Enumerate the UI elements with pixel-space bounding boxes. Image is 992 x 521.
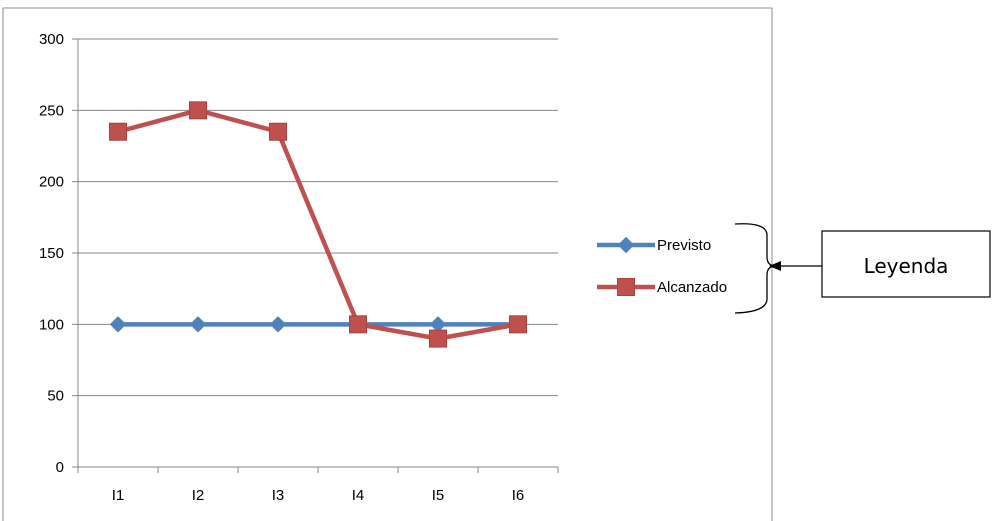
legend: Previsto Alcanzado (597, 236, 727, 296)
y-tick-label-100: 100 (39, 316, 64, 333)
point-alcanzado-I2 (189, 101, 207, 120)
annotation-label: Leyenda (864, 254, 949, 278)
point-alcanzado-I1 (109, 122, 127, 141)
y-tick-label-300: 300 (39, 31, 64, 48)
x-tick-label-I2: I2 (192, 487, 205, 504)
series-lines (109, 101, 527, 348)
legend-label-alcanzado: Alcanzado (657, 279, 727, 296)
legend-marker-alcanzado (617, 278, 635, 296)
point-alcanzado-I4 (349, 315, 367, 334)
x-tick-label-I6: I6 (512, 487, 525, 504)
series-line-alcanzado (117, 108, 519, 341)
point-alcanzado-I3 (269, 122, 287, 141)
point-previsto-I1 (109, 316, 127, 333)
point-alcanzado-I5 (429, 329, 447, 348)
legend-label-previsto: Previsto (657, 237, 711, 254)
x-tick-label-I1: I1 (112, 487, 125, 504)
annotation-box (821, 230, 991, 298)
axes: 0 50 100 150 200 250 300 I1 I2 I3 I4 I5 I6 (39, 31, 559, 504)
y-tick-label-200: 200 (39, 174, 64, 191)
y-tick-label-250: 250 (39, 102, 64, 119)
legend-marker-previsto (617, 236, 635, 254)
y-tick-label-150: 150 (39, 245, 64, 262)
x-tick-label-I3: I3 (272, 487, 285, 504)
chart-frame (2, 7, 773, 521)
point-alcanzado-I6 (509, 315, 527, 334)
x-tick-label-I5: I5 (432, 487, 445, 504)
x-tick-label-I4: I4 (352, 487, 365, 504)
y-tick-label-50: 50 (47, 388, 64, 405)
point-previsto-I2 (189, 316, 207, 333)
y-tick-label-0: 0 (56, 459, 64, 476)
annotation-arrow-head (769, 261, 781, 271)
point-previsto-I3 (269, 316, 287, 333)
